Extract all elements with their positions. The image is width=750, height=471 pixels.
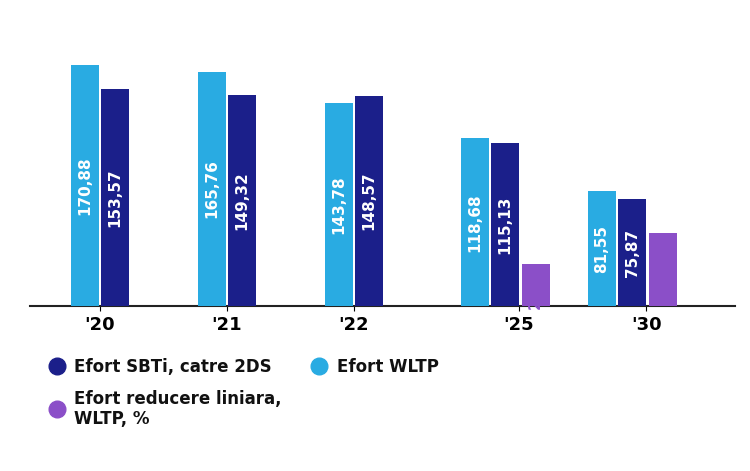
Bar: [588, 191, 616, 306]
Legend: Efort SBTi, catre 2DS, Efort reducere liniara,
WLTP, %, Efort WLTP: Efort SBTi, catre 2DS, Efort reducere li…: [53, 358, 439, 429]
Bar: [70, 65, 98, 306]
Bar: [491, 144, 519, 306]
Text: 29,69: 29,69: [528, 261, 543, 309]
Text: 170,88: 170,88: [77, 156, 92, 215]
Bar: [228, 95, 256, 306]
Text: 149,32: 149,32: [235, 171, 250, 230]
Bar: [101, 89, 129, 306]
Bar: [618, 199, 646, 306]
Text: 148,57: 148,57: [362, 172, 376, 230]
Bar: [649, 233, 676, 306]
Bar: [325, 103, 352, 306]
Bar: [521, 264, 550, 306]
Bar: [198, 72, 226, 306]
Text: 165,76: 165,76: [204, 160, 219, 219]
Text: 51,65: 51,65: [655, 245, 670, 294]
Text: 81,55: 81,55: [594, 225, 609, 273]
Bar: [356, 96, 383, 306]
Text: 143,78: 143,78: [332, 175, 346, 234]
Text: 118,68: 118,68: [467, 193, 482, 252]
Text: 153,57: 153,57: [107, 168, 122, 227]
Text: 115,13: 115,13: [497, 195, 512, 254]
Text: 75,87: 75,87: [625, 228, 640, 276]
Bar: [460, 138, 488, 306]
